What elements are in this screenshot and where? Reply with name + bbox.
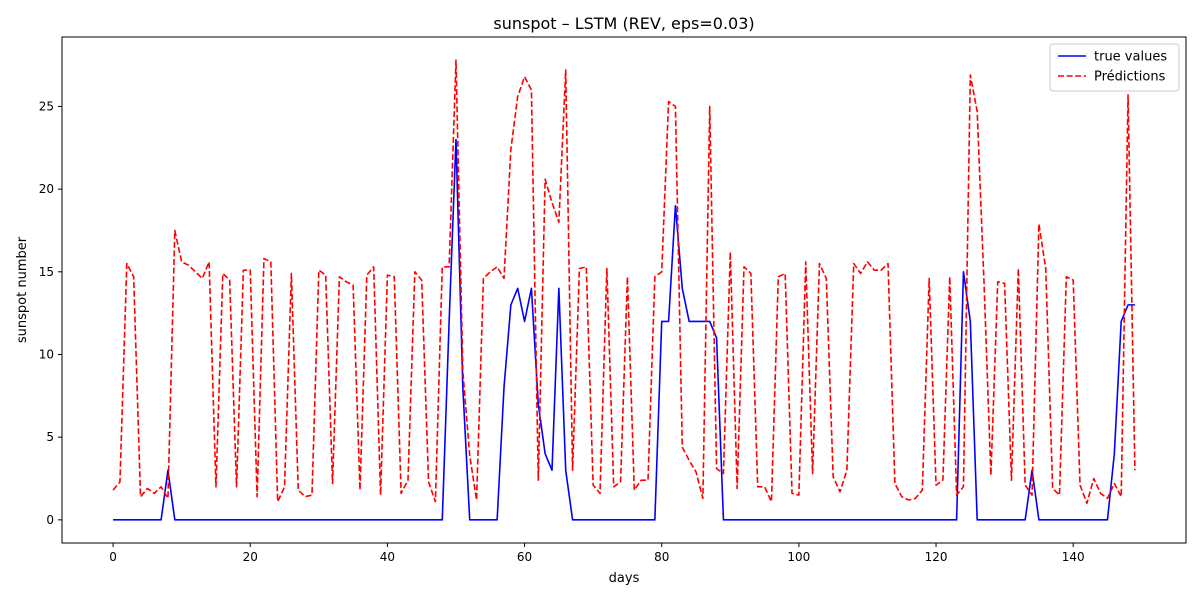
x-axis-label: days — [609, 571, 640, 586]
legend-label-2: Prédictions — [1094, 70, 1166, 85]
chart-title: sunspot – LSTM (REV, eps=0.03) — [493, 14, 754, 33]
y-axis-ticks: 0 5 10 15 20 25 — [39, 99, 62, 527]
series-line-1 — [113, 138, 1135, 521]
y-tick-label: 5 — [46, 430, 54, 444]
x-tick-label: 80 — [654, 550, 669, 564]
x-tick-label: 0 — [109, 550, 117, 564]
legend: true values Prédictions — [1049, 43, 1180, 92]
x-tick-label: 20 — [243, 550, 258, 564]
axes-frame — [61, 36, 1187, 544]
series-layer — [112, 59, 1136, 521]
y-tick-label: 15 — [39, 265, 54, 279]
y-tick-label: 25 — [39, 99, 54, 113]
x-tick-label: 100 — [787, 550, 810, 564]
series-line-2 — [112, 59, 1136, 505]
y-tick-label: 0 — [46, 513, 54, 527]
x-tick-label: 140 — [1062, 550, 1085, 564]
x-tick-label: 60 — [517, 550, 532, 564]
y-tick-label: 20 — [39, 182, 54, 196]
y-tick-label: 10 — [39, 347, 54, 361]
legend-label-1: true values — [1094, 50, 1167, 65]
plot-area — [61, 36, 1187, 544]
x-tick-label: 120 — [925, 550, 948, 564]
x-tick-label: 40 — [380, 550, 395, 564]
x-axis-ticks: 0 20 40 60 80 100 120 140 — [109, 543, 1085, 564]
y-axis-label: sunspot number — [15, 236, 30, 343]
